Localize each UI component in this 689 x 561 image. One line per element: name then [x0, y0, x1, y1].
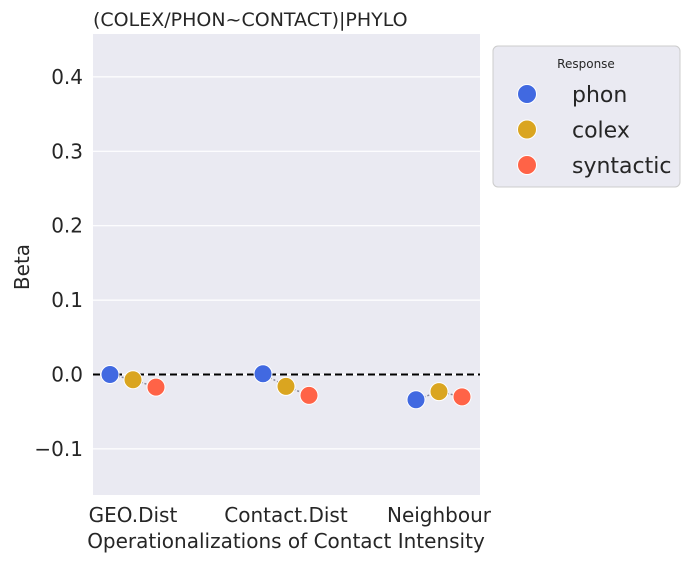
- data-points: [100, 364, 472, 410]
- point-colex: [276, 376, 296, 396]
- legend-marker-syntactic: [517, 155, 537, 175]
- x-tick-label: Neighbour: [387, 503, 492, 527]
- point-syntactic: [299, 385, 319, 405]
- y-tick-label: 0.1: [51, 288, 83, 312]
- legend-label-syntactic: syntactic: [572, 154, 671, 179]
- x-tick-labels: GEO.Dist Contact.Dist Neighbour: [89, 503, 492, 527]
- y-axis-label: Beta: [10, 244, 34, 290]
- point-colex: [429, 382, 449, 402]
- y-tick-label: 0.4: [51, 65, 83, 89]
- point-phon: [253, 364, 273, 384]
- x-axis-label: Operationalizations of Contact Intensity: [87, 529, 485, 553]
- chart-title: (COLEX/PHON~CONTACT)|PHYLO: [93, 9, 408, 31]
- legend-label-colex: colex: [572, 119, 630, 144]
- point-phon: [406, 390, 426, 410]
- legend-marker-colex: [517, 119, 537, 140]
- y-tick-label: 0.3: [51, 139, 83, 163]
- y-tick-label: 0.2: [51, 214, 83, 238]
- point-syntactic: [452, 387, 472, 407]
- legend-box: [492, 45, 681, 188]
- point-colex: [123, 370, 143, 390]
- legend-items: phon colex syntactic: [517, 83, 671, 179]
- y-tick-label: 0.0: [51, 363, 83, 387]
- y-tick-label: −0.1: [34, 437, 83, 461]
- grid-lines: [93, 76, 480, 450]
- point-syntactic: [146, 377, 166, 397]
- point-phon: [100, 365, 120, 384]
- plot-background: [93, 34, 480, 495]
- x-tick-label: Contact.Dist: [224, 503, 348, 527]
- legend: Response phon colex syntactic: [492, 45, 681, 188]
- x-tick-label: GEO.Dist: [89, 503, 178, 527]
- legend-marker-phon: [517, 84, 537, 104]
- y-tick-labels: −0.1 0.0 0.1 0.2 0.3 0.4: [34, 65, 83, 461]
- legend-title: Response: [557, 57, 615, 71]
- legend-label-phon: phon: [572, 83, 627, 108]
